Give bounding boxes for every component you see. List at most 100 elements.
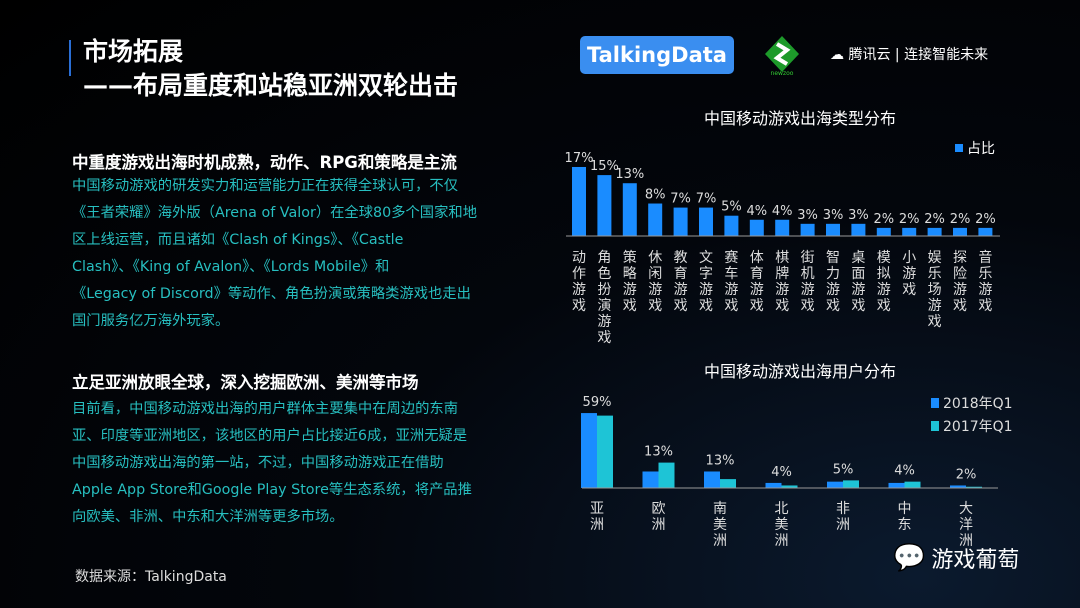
chart2-title: 中国移动游戏出海用户分布 (704, 362, 896, 381)
chart1-category-label: 力 (826, 266, 840, 282)
chart1-category-label: 游 (597, 314, 611, 330)
chart1-category-label: 拟 (877, 266, 891, 282)
chart2-category-label: 东 (898, 517, 912, 533)
chart1-category-label: 棋 (775, 250, 789, 266)
chart1-data-label: 3% (797, 208, 818, 223)
chart1-category-label: 场 (928, 282, 942, 298)
chart1-bar (800, 223, 815, 236)
chart1-category-label: 色 (597, 265, 611, 282)
chart1-category-label: 游 (674, 282, 688, 298)
chart1-category-label: 戏 (750, 298, 764, 314)
section1-body: 中国移动游戏的研发实力和运营能力正在获得全球认可，不仅 《王者荣耀》海外版（Are… (72, 178, 477, 329)
chart2-category-label: 美 (713, 517, 727, 533)
wechat-watermark: 💬 游戏葡萄 (893, 543, 1020, 573)
chart2-bar (597, 415, 613, 488)
chart1-category-label: 乐 (928, 266, 942, 282)
chart1-category-label: 戏 (851, 298, 865, 314)
data-source: 数据来源：TalkingData (75, 569, 227, 585)
chart2-bar (765, 482, 782, 488)
chart1-bar (902, 227, 917, 236)
newzoo-label: newzoo (770, 70, 794, 77)
chart1-category-label: 戏 (572, 298, 586, 314)
chart2-bar (581, 413, 597, 488)
chart1-category-label: 音 (978, 249, 992, 266)
chart1-bar (724, 215, 739, 236)
chart1-data-label: 2% (950, 212, 971, 227)
chart1-category-label: 面 (851, 266, 865, 282)
chart1-bar (699, 207, 713, 236)
chart2-data-label: 13% (706, 453, 735, 468)
chart1-category-label: 游 (750, 282, 764, 298)
chart2-bar (720, 479, 736, 488)
chart2-legend-swatch (931, 398, 939, 408)
chart1-category-label: 育 (750, 266, 764, 282)
chart2-category-label: 洲 (713, 533, 727, 549)
chart1-category-label: 游 (801, 282, 815, 298)
chart1-bar (851, 223, 866, 236)
chart1-category-label: 游 (851, 282, 865, 298)
chart1-category-label: 游 (648, 282, 662, 298)
chart1-category-label: 桌 (851, 250, 865, 266)
chart1-category-label: 游 (623, 282, 637, 298)
chart1-category-label: 戏 (724, 298, 738, 314)
chart1-category-label: 戏 (674, 298, 688, 314)
chart1-category-label: 游 (724, 282, 738, 298)
chart1-category-label: 智 (826, 250, 840, 266)
chart1-category-label: 机 (801, 266, 815, 282)
chart2-legend-label: 2018年Q1 (943, 396, 1013, 412)
chart1-data-label: 4% (772, 204, 793, 219)
chart1-category-label: 教 (674, 250, 688, 266)
chart1-category-label: 戏 (801, 298, 815, 314)
chart1-category-label: 戏 (699, 298, 713, 314)
chart1-bar (749, 219, 764, 236)
chart1-category-label: 育 (674, 266, 688, 282)
chart1-category-label: 略 (623, 266, 637, 282)
title-accent-bar (69, 40, 71, 76)
chart1-category-label: 娱 (928, 250, 942, 266)
chart1-data-label: 3% (823, 208, 844, 223)
chart2-data-label: 59% (583, 395, 612, 410)
chart2-category-label: 美 (775, 517, 789, 533)
chart1-bar (978, 227, 993, 236)
chart1-bar (622, 183, 637, 236)
chart2-category-label: 北 (775, 501, 789, 517)
chart1-category-label: 牌 (775, 265, 789, 282)
chart1-category-label: 戏 (623, 298, 637, 314)
cloud-icon: ☁ (830, 47, 844, 63)
chart1-data-label: 17% (565, 151, 594, 166)
chart1-category-label: 戏 (928, 314, 942, 330)
chart2-bar (642, 471, 659, 488)
chart1-category-label: 游 (928, 298, 942, 314)
chart2-bar (950, 485, 966, 488)
talkingdata-logo: TalkingData (580, 36, 734, 74)
chart1-bar (572, 166, 586, 236)
chart2-bar (966, 486, 982, 488)
chart1-category-label: 险 (953, 266, 967, 282)
chart2-category-label: 欧 (652, 501, 666, 517)
chart1-data-label: 13% (615, 167, 644, 182)
chart1-category-label: 戏 (597, 330, 611, 346)
chart1-category-label: 游 (978, 282, 992, 298)
chart1-legend-swatch (955, 144, 963, 152)
chart1-category-label: 体 (750, 250, 764, 266)
chart1-category-label: 游 (953, 282, 967, 298)
chart1-data-label: 2% (975, 212, 996, 227)
chart1-category-label: 游 (572, 282, 586, 298)
chart1-category-label: 演 (597, 298, 611, 314)
chart2-bar (827, 481, 843, 488)
chart2-data-label: 5% (833, 462, 854, 477)
chart1-data-label: 2% (924, 212, 945, 227)
section2-body: 目前看，中国移动游戏出海的用户群体主要集中在周边的东南 亚、印度等亚洲地区，该地区… (72, 401, 472, 525)
chart2-category-label: 亚 (590, 501, 604, 517)
chart2-category-label: 非 (836, 501, 850, 517)
chart1-category-label: 街 (801, 250, 815, 266)
chart1-category-label: 戏 (902, 282, 916, 298)
chart1-data-label: 7% (670, 192, 691, 207)
chart1-category-label: 动 (572, 250, 586, 266)
chart1-category-label: 戏 (826, 298, 840, 314)
chart1-category-label: 游 (902, 266, 916, 282)
chart1-bar (826, 223, 840, 236)
chart1-category-label: 游 (877, 282, 891, 298)
chart1-category-label: 戏 (978, 298, 992, 314)
chart1-title: 中国移动游戏出海类型分布 (704, 109, 896, 128)
